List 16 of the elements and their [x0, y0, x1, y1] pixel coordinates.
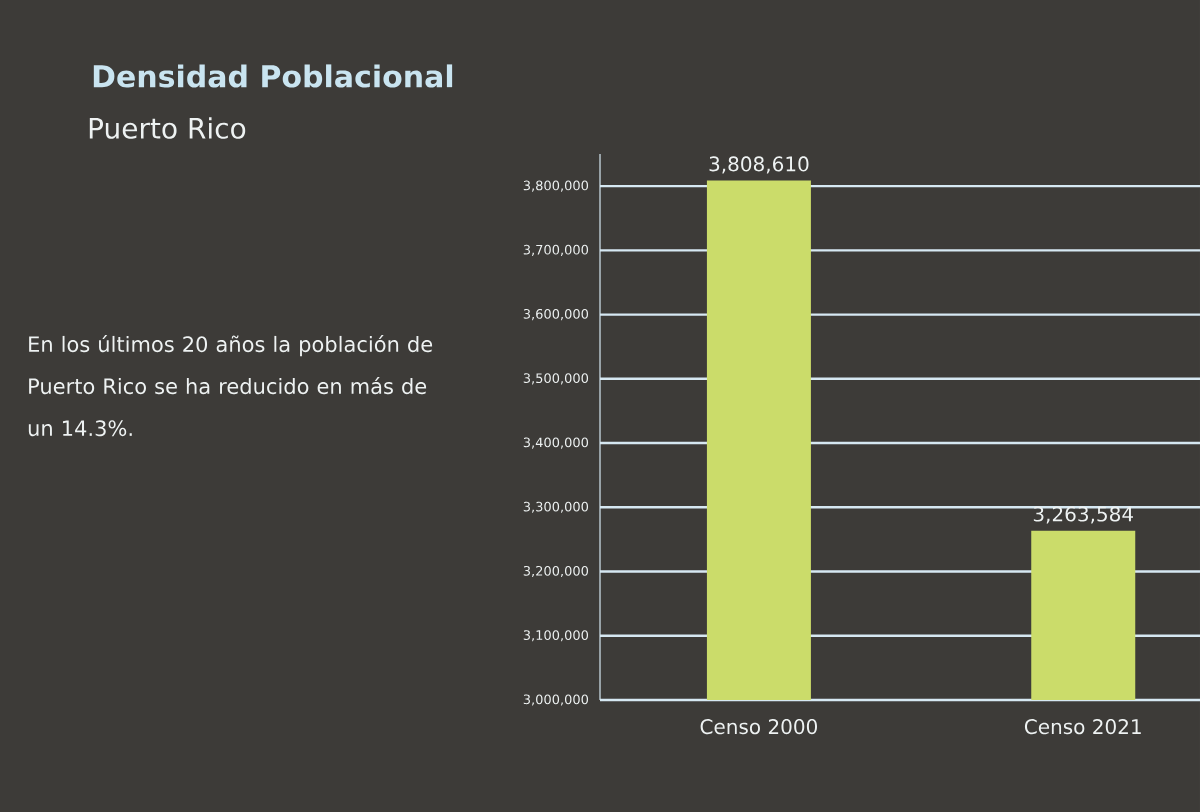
y-tick-label: 3,200,000	[523, 565, 589, 578]
y-tick-label: 3,000,000	[523, 694, 589, 706]
data-label: 3,808,610	[709, 156, 809, 174]
y-tick-label: 3,400,000	[523, 437, 589, 449]
text: En los últimos 20 años la población de Puerto Rico se ha reducido en más de un 14.3%.	[28, 335, 433, 437]
y-tick-label: 3,300,000	[523, 501, 589, 513]
x-tick-label: Censo 2021	[1024, 719, 1141, 735]
y-tick-label: 3,600,000	[523, 309, 589, 321]
y-tick-label: 3,800,000	[523, 180, 589, 192]
text: Puerto Rico	[89, 117, 246, 139]
x-tick-label: Censo 2000	[700, 719, 818, 735]
y-tick-label: 3,700,000	[523, 244, 589, 256]
text: Densidad Poblacional	[93, 64, 453, 88]
y-tick-label: 3,100,000	[523, 630, 589, 642]
data-label: 3,263,584	[1033, 506, 1133, 524]
y-tick-label: 3,500,000	[523, 373, 589, 385]
